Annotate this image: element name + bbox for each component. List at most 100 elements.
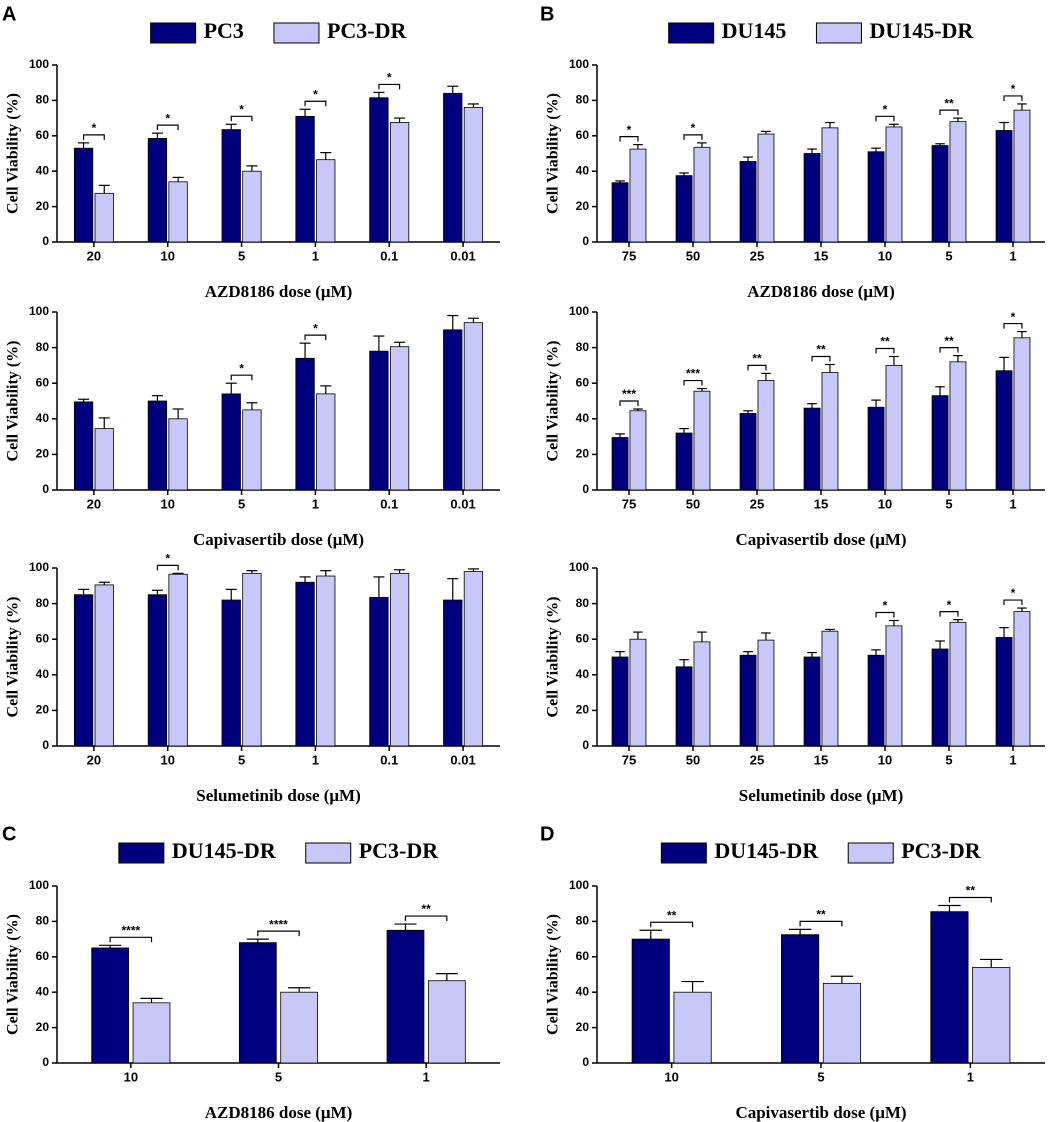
- bar: [1013, 611, 1031, 747]
- y-tick-label: 60: [36, 128, 50, 142]
- bar: [94, 428, 114, 491]
- y-axis-label: Cell Viability (%): [545, 93, 562, 214]
- bar: [995, 370, 1013, 491]
- y-tick-label: 40: [36, 163, 50, 177]
- y-tick-label: 80: [36, 914, 50, 928]
- y-axis-label: Cell Viability (%): [5, 597, 22, 718]
- panel-label: B: [540, 3, 554, 25]
- significance-label: **: [667, 908, 677, 922]
- bar: [1013, 109, 1031, 243]
- bar: [147, 400, 168, 491]
- x-tick-label: 0.1: [380, 248, 398, 263]
- significance-label: **: [944, 96, 954, 110]
- bar: [221, 129, 241, 243]
- y-tick-label: 80: [36, 340, 50, 354]
- bar: [931, 395, 949, 491]
- legend-swatch: [305, 842, 352, 864]
- y-tick-label: 20: [576, 199, 590, 213]
- significance-bracket: [304, 334, 327, 341]
- chart: B 0 20 40 60 80 100 Cell Viability (%) AZD8186 d…: [540, 3, 1045, 301]
- y-axis-label: Cell Viability (%): [545, 341, 562, 462]
- significance-bracket: [156, 564, 179, 571]
- chart: 0 20 40 60 80 100 Cell Viability (%) Capivasert…: [545, 304, 1045, 549]
- bar: [427, 980, 466, 1064]
- bar: [821, 630, 839, 747]
- bar: [369, 97, 389, 243]
- significance-label: *: [239, 361, 244, 375]
- bar: [949, 621, 967, 747]
- significance-bracket: [378, 83, 401, 90]
- x-tick-label: 25: [750, 496, 764, 511]
- x-tick-label: 20: [87, 752, 101, 767]
- bar: [739, 413, 757, 491]
- x-tick-label: 15: [814, 496, 828, 511]
- bar: [369, 596, 389, 747]
- x-tick-label: 75: [622, 752, 636, 767]
- bar: [168, 181, 188, 243]
- bar: [867, 406, 885, 491]
- y-tick-label: 20: [576, 447, 590, 461]
- bar: [757, 380, 775, 491]
- bar: [73, 594, 94, 747]
- significance-bracket: [404, 915, 448, 922]
- x-tick-label: 1: [1009, 752, 1016, 767]
- y-tick-label: 40: [576, 411, 590, 425]
- significance-bracket: [619, 400, 639, 407]
- bar: [629, 410, 647, 491]
- significance-bracket: [939, 347, 959, 353]
- legend-swatch: [847, 842, 894, 864]
- x-tick-label: 5: [238, 496, 245, 511]
- y-tick-label: 60: [576, 128, 590, 142]
- significance-bracket: [1003, 95, 1023, 101]
- y-tick-label: 80: [576, 93, 590, 107]
- significance-bracket: [650, 921, 694, 928]
- y-tick-label: 20: [36, 199, 50, 213]
- bar: [238, 942, 277, 1064]
- y-tick-label: 100: [29, 57, 49, 71]
- y-tick-label: 0: [42, 482, 49, 496]
- legend-swatch: [273, 22, 320, 44]
- bar: [675, 432, 693, 491]
- x-tick-label: 25: [750, 752, 764, 767]
- significance-bracket: [1003, 322, 1023, 329]
- x-tick-label: 0.1: [380, 496, 398, 511]
- y-tick-label: 80: [576, 340, 590, 354]
- bar: [931, 648, 949, 747]
- y-tick-label: 60: [576, 375, 590, 389]
- y-tick-label: 60: [36, 375, 50, 389]
- bar: [972, 967, 1011, 1064]
- significance-bracket: [619, 136, 639, 142]
- y-tick-label: 100: [29, 304, 49, 318]
- significance-label: **: [421, 902, 431, 916]
- legend-swatch: [815, 22, 862, 44]
- bar: [242, 572, 262, 747]
- y-axis-label: Cell Viability (%): [545, 914, 562, 1035]
- panel-label: C: [2, 823, 16, 845]
- y-tick-label: 20: [576, 703, 590, 717]
- bar: [94, 584, 114, 747]
- x-tick-label: 75: [622, 496, 636, 511]
- significance-bracket: [683, 379, 703, 386]
- significance-label: *: [92, 121, 97, 135]
- bar: [295, 581, 315, 747]
- y-tick-label: 0: [582, 738, 589, 752]
- bar: [631, 938, 670, 1064]
- bar: [295, 115, 315, 243]
- bar: [885, 126, 903, 243]
- bar: [94, 192, 114, 243]
- bar: [867, 654, 885, 747]
- chart: D 0 20 40 60 80 100 Cell Viability (%) Capivaser…: [540, 823, 1045, 1122]
- significance-label: *: [1011, 82, 1016, 96]
- significance-label: *: [313, 321, 318, 335]
- significance-bracket: [304, 100, 327, 107]
- chart: A 0 20 40 60 80 100 Cell Viability (%) AZD8186 d…: [2, 3, 500, 301]
- y-tick-label: 80: [36, 596, 50, 610]
- significance-label: *: [627, 123, 632, 137]
- x-tick-label: 10: [161, 752, 175, 767]
- bar: [867, 151, 885, 243]
- x-tick-label: 50: [686, 752, 700, 767]
- bar: [821, 127, 839, 243]
- significance-bracket: [257, 930, 300, 937]
- chart: C 0 20 40 60 80 100 Cell Viability (%) AZD8186 d…: [2, 823, 500, 1122]
- bar: [885, 364, 903, 491]
